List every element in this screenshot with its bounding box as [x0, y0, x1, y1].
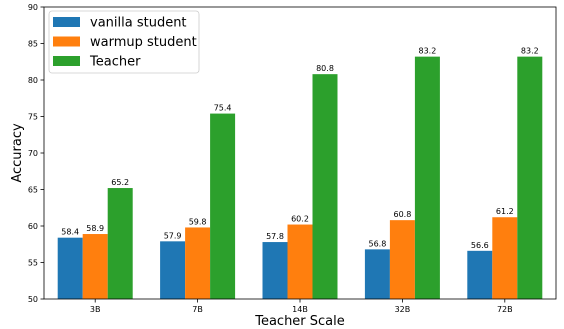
legend-entry-label: warmup student: [90, 35, 197, 50]
data-label: 58.4: [61, 228, 79, 237]
data-label: 61.2: [496, 207, 514, 216]
x-tick-label: 14B: [292, 305, 308, 314]
y-axis: 50 55 60 65 70 75 80 85 90: [28, 3, 44, 304]
bar-teacher-32b: [414, 56, 440, 299]
y-tick-label: 90: [28, 3, 38, 12]
data-label: 83.2: [418, 47, 436, 56]
bars-layer: [57, 56, 543, 299]
data-label: 60.8: [393, 210, 411, 219]
bar-warmup-student-3b: [82, 234, 108, 299]
data-label: 83.2: [521, 47, 539, 56]
legend-entry-label: Teacher: [89, 55, 141, 70]
bar-teacher-72b: [517, 56, 543, 299]
data-label: 59.8: [189, 217, 207, 226]
data-label: 56.6: [471, 241, 489, 250]
y-tick-label: 55: [28, 259, 38, 268]
bar-teacher-3b: [107, 188, 133, 299]
y-tick-label: 60: [28, 222, 38, 231]
y-tick-label: 80: [28, 76, 38, 85]
x-tick-label: 3B: [90, 305, 101, 314]
data-label: 58.9: [86, 224, 104, 233]
data-label: 57.9: [164, 231, 182, 240]
y-tick-label: 50: [28, 295, 38, 304]
data-label: 60.2: [291, 215, 309, 224]
x-tick-label: 7B: [192, 305, 203, 314]
y-tick-label: 70: [28, 149, 38, 158]
bar-warmup-student-7b: [185, 227, 211, 299]
x-axis-title: Teacher Scale: [254, 314, 345, 329]
data-label: 56.8: [368, 239, 386, 248]
data-label: 80.8: [316, 64, 334, 73]
data-label: 75.4: [214, 104, 232, 113]
bar-vanilla-student-7b: [160, 241, 186, 299]
data-labels-layer: 58.4 58.9 65.2 57.9 59.8 75.4 57.8 60.2 80.8 56.8…: [61, 47, 538, 250]
legend-frame: [48, 10, 200, 74]
bar-vanilla-student-32b: [364, 249, 390, 299]
bar-teacher-7b: [210, 113, 236, 299]
legend: vanilla student warmup student Teacher: [48, 10, 200, 74]
data-label: 57.8: [266, 232, 284, 241]
bar-warmup-student-14b: [287, 224, 313, 299]
bar-vanilla-student-72b: [467, 250, 493, 299]
bar-warmup-student-72b: [492, 217, 518, 299]
legend-entry-label: vanilla student: [90, 16, 187, 31]
y-tick-label: 65: [28, 186, 38, 195]
x-tick-label: 32B: [395, 305, 411, 314]
x-tick-label: 72B: [497, 305, 513, 314]
bar-vanilla-student-3b: [57, 237, 83, 299]
x-axis: 3B 7B 14B 32B 72B: [90, 299, 513, 314]
legend-swatch: [53, 36, 80, 47]
y-axis-title: Accuracy: [10, 123, 25, 183]
bar-vanilla-student-14b: [262, 242, 288, 299]
bar-warmup-student-32b: [389, 220, 415, 299]
y-tick-label: 75: [28, 113, 38, 122]
bar-teacher-14b: [312, 74, 338, 299]
data-label: 65.2: [111, 178, 129, 187]
legend-swatch: [53, 17, 80, 27]
legend-swatch: [53, 56, 80, 66]
y-tick-label: 85: [28, 40, 38, 49]
